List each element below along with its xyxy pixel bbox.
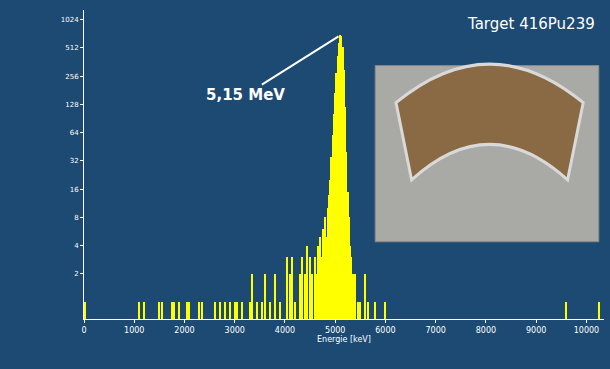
svg-text:2000: 2000 <box>174 326 194 335</box>
svg-text:4: 4 <box>74 242 79 250</box>
svg-text:7000: 7000 <box>426 326 446 335</box>
svg-text:3000: 3000 <box>225 326 245 335</box>
svg-text:1000: 1000 <box>124 326 144 335</box>
svg-text:16: 16 <box>70 186 79 194</box>
svg-text:4000: 4000 <box>275 326 295 335</box>
svg-text:64: 64 <box>70 129 79 137</box>
svg-text:10000: 10000 <box>574 326 599 335</box>
svg-text:5,15 MeV: 5,15 MeV <box>206 86 285 104</box>
svg-text:6000: 6000 <box>375 326 395 335</box>
svg-text:512: 512 <box>65 44 78 52</box>
svg-text:1024: 1024 <box>61 16 79 24</box>
svg-text:8000: 8000 <box>476 326 496 335</box>
svg-text:128: 128 <box>65 101 78 109</box>
svg-text:0: 0 <box>81 326 86 335</box>
svg-text:256: 256 <box>65 73 79 81</box>
svg-text:Target 416Pu239: Target 416Pu239 <box>467 15 595 33</box>
svg-text:8: 8 <box>74 214 78 222</box>
svg-text:Energie [keV]: Energie [keV] <box>317 335 371 344</box>
svg-text:2: 2 <box>74 270 78 278</box>
svg-text:32: 32 <box>70 157 79 165</box>
svg-text:9000: 9000 <box>526 326 546 335</box>
svg-text:5000: 5000 <box>325 326 345 335</box>
